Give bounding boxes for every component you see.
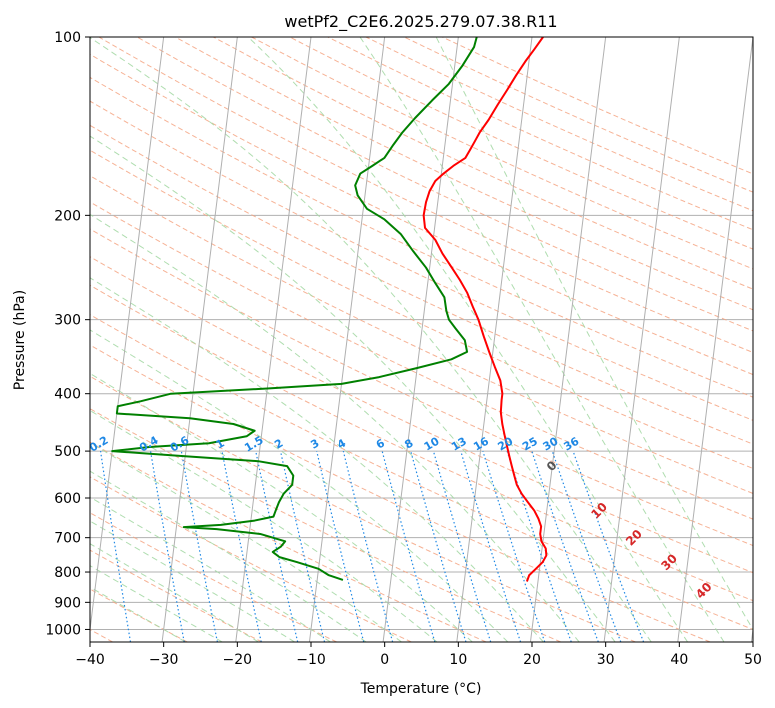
isotherm-line xyxy=(308,37,386,642)
isotherm-line xyxy=(603,37,680,642)
isotherm-line xyxy=(456,37,533,642)
x-tick-label: −40 xyxy=(75,652,105,668)
x-axis: −40 −30 −20 −10 0 10 20 30 40 50 xyxy=(75,642,762,668)
moist-adiabat-line xyxy=(90,372,473,642)
mixing-ratio-line xyxy=(342,450,394,642)
y-tick-label: 500 xyxy=(54,444,81,460)
moist-adiabat-line xyxy=(90,37,652,642)
y-tick-label: 700 xyxy=(54,531,81,547)
x-tick-label: 0 xyxy=(380,652,389,668)
moist-adiabats xyxy=(90,37,753,642)
x-tick-label: −30 xyxy=(149,652,179,668)
dry-adiabat-line xyxy=(90,314,753,630)
mixing-ratio-line xyxy=(531,450,599,642)
x-tick-label: −10 xyxy=(296,652,326,668)
x-tick-label: 50 xyxy=(744,652,762,668)
x-tick-label: 20 xyxy=(523,652,541,668)
dry-adiabat-line xyxy=(90,124,753,445)
plot-frame xyxy=(89,36,754,643)
dry-adiabat-line xyxy=(213,37,753,290)
isotherm-line xyxy=(382,37,459,642)
mixing-ratio-line xyxy=(410,450,467,642)
isotherm-line xyxy=(161,37,238,642)
y-axis-label: Pressure (hPa) xyxy=(12,290,28,390)
y-tick-label: 600 xyxy=(54,491,81,507)
isotherm-line xyxy=(677,37,753,642)
mixing-ratio-line xyxy=(255,450,299,642)
x-tick-label: 40 xyxy=(670,652,688,668)
dry-adiabat-line xyxy=(90,375,636,642)
y-tick-label: 100 xyxy=(54,30,81,46)
dry-adiabat-line xyxy=(90,408,561,642)
mixing-ratio-line xyxy=(316,450,365,642)
x-tick-label: −20 xyxy=(223,652,253,668)
mixing-ratio-line xyxy=(460,450,522,642)
y-tick-label: 400 xyxy=(54,387,81,403)
mixing-ratio-line xyxy=(506,450,572,642)
mixing-ratio-line xyxy=(551,450,622,642)
isotherm-line xyxy=(529,37,607,642)
moist-adiabat-line xyxy=(90,496,331,642)
mixing-ratio-line xyxy=(381,450,436,642)
dry-adiabat-line xyxy=(90,175,753,495)
plot-area: 0.10.20.40.611.52346810131620253036-100-… xyxy=(90,37,753,642)
dry-adiabat-line xyxy=(90,549,263,642)
dry-adiabat-line xyxy=(174,37,753,311)
x-axis-label: Temperature (°C) xyxy=(360,681,482,697)
moist-adiabat-line xyxy=(90,329,509,642)
isotherm-line xyxy=(235,37,312,642)
temperature-profile-line xyxy=(422,37,548,582)
dry-adiabat-line xyxy=(90,149,753,469)
mixing-ratio-line xyxy=(572,450,645,642)
mixing-ratio-line xyxy=(432,450,492,642)
dry-adiabat-line xyxy=(90,441,487,642)
mixing-ratio-line xyxy=(99,451,132,642)
y-tick-label: 800 xyxy=(54,565,81,581)
dry-adiabat-line xyxy=(90,284,753,602)
y-tick-label: 300 xyxy=(54,313,81,329)
sounding-series xyxy=(111,37,548,582)
dry-adiabats xyxy=(90,37,753,642)
moist-adiabat-line xyxy=(90,213,580,642)
y-axis: 1000 900 800 700 600 500 400 300 200 100 xyxy=(45,30,90,638)
y-tick-label: 1000 xyxy=(45,622,81,638)
chart-title: wetPf2_C2E6.2025.279.07.38.R11 xyxy=(284,12,557,32)
dry-adiabat-line xyxy=(90,201,753,520)
moist-adiabat-line xyxy=(359,37,725,642)
x-tick-label: 10 xyxy=(449,652,467,668)
isotherms xyxy=(90,37,753,642)
moist-adiabat-line xyxy=(90,470,367,642)
dewpoint-profile-line xyxy=(111,37,478,581)
dry-adiabat-line xyxy=(90,588,188,642)
x-tick-label: 30 xyxy=(597,652,615,668)
y-tick-label: 200 xyxy=(54,208,81,224)
y-tick-label: 900 xyxy=(54,595,81,611)
moist-adiabat-line xyxy=(90,442,402,642)
mixing-ratio-line xyxy=(482,450,546,642)
moist-adiabat-line xyxy=(435,37,753,631)
isotherm-line xyxy=(90,37,165,634)
dry-adiabat-line xyxy=(90,228,753,547)
moist-adiabat-line xyxy=(247,37,689,642)
mixing-ratio-line xyxy=(221,450,262,642)
